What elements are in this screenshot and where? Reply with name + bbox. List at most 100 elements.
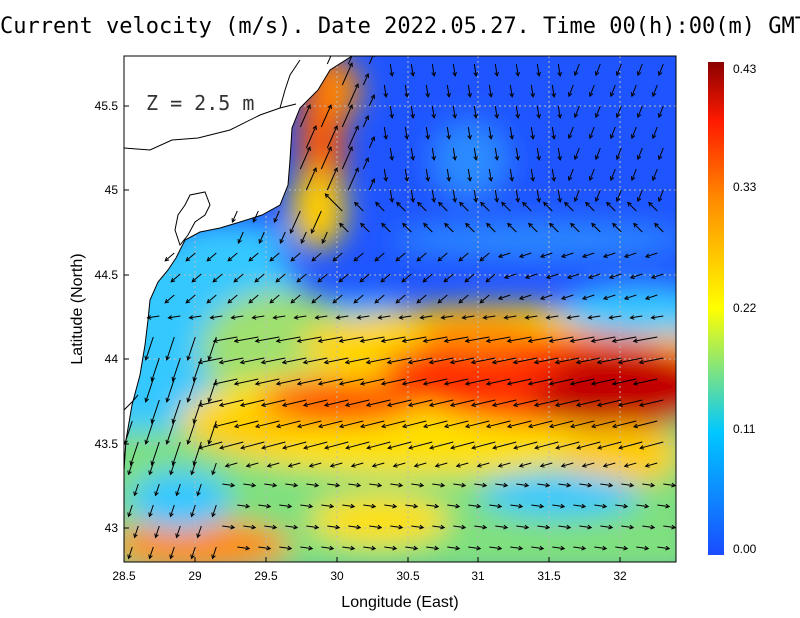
velocity-arrow — [489, 504, 502, 508]
velocity-arrow — [426, 504, 439, 508]
velocity-arrow — [297, 378, 322, 385]
velocity-arrow-head — [408, 445, 414, 450]
velocity-arrow — [528, 378, 553, 385]
velocity-arrow-head — [380, 423, 387, 429]
velocity-arrow — [494, 63, 498, 76]
velocity-arrow — [193, 399, 202, 423]
velocity-arrow-head — [422, 381, 428, 386]
velocity-arrow — [582, 462, 595, 467]
velocity-arrow-head — [536, 155, 541, 161]
velocity-arrow-head — [355, 42, 359, 46]
velocity-arrow — [414, 462, 427, 467]
velocity-arrow — [360, 420, 385, 428]
velocity-arrow — [324, 441, 349, 449]
velocity-arrow — [282, 441, 307, 449]
velocity-arrow — [522, 202, 532, 212]
velocity-arrow-head — [527, 423, 534, 429]
velocity-arrow — [134, 525, 139, 538]
velocity-arrow — [555, 399, 580, 406]
velocity-arrow-head — [302, 359, 308, 365]
velocity-arrow — [557, 147, 561, 160]
velocity-arrow-head — [419, 524, 425, 530]
velocity-arrow — [389, 105, 393, 118]
velocity-arrow-head — [306, 104, 311, 110]
velocity-arrow — [447, 504, 460, 508]
velocity-arrow-head — [636, 197, 642, 203]
velocity-arrow — [636, 546, 649, 550]
velocity-arrow-head — [449, 402, 455, 407]
x-tick-label: 32 — [613, 569, 627, 583]
velocity-arrow — [486, 336, 511, 342]
velocity-arrow — [368, 56, 374, 65]
velocity-arrow — [576, 441, 601, 449]
velocity-arrow-head — [651, 134, 657, 140]
velocity-arrow — [528, 223, 538, 233]
velocity-arrow-head — [175, 491, 180, 497]
velocity-arrow-head — [230, 315, 236, 320]
velocity-arrow-head — [275, 381, 281, 386]
velocity-arrow-head — [608, 524, 614, 530]
velocity-arrow — [402, 336, 427, 342]
velocity-arrow — [402, 223, 412, 233]
velocity-arrow — [474, 483, 487, 487]
velocity-arrow-head — [650, 524, 656, 530]
velocity-arrow-head — [150, 418, 155, 424]
velocity-arrow-head — [377, 482, 383, 488]
velocity-arrow — [531, 546, 544, 550]
velocity-arrow — [374, 294, 385, 304]
velocity-arrow-head — [370, 136, 375, 142]
velocity-arrow — [486, 223, 496, 233]
velocity-arrow — [332, 294, 343, 304]
velocity-arrow-head — [573, 71, 579, 77]
velocity-arrow-head — [198, 445, 204, 450]
velocity-arrow-head — [443, 277, 449, 283]
velocity-arrow — [651, 273, 664, 279]
velocity-arrow — [610, 84, 616, 97]
velocity-arrow-head — [169, 554, 174, 560]
colorbar-tick: 0.33 — [733, 180, 757, 194]
velocity-arrow-head — [594, 197, 600, 203]
velocity-arrow — [494, 105, 498, 118]
velocity-arrow — [429, 357, 454, 364]
velocity-arrow-head — [449, 359, 455, 365]
velocity-arrow — [282, 399, 307, 406]
velocity-arrow-head — [317, 423, 324, 429]
velocity-arrow — [536, 63, 540, 76]
velocity-arrow — [624, 252, 637, 258]
velocity-arrow-head — [212, 423, 219, 429]
velocity-arrow-head — [404, 134, 409, 140]
velocity-arrow — [360, 336, 385, 342]
velocity-arrow-head — [617, 402, 623, 407]
velocity-arrow-head — [650, 315, 656, 320]
velocity-arrow — [546, 315, 559, 319]
velocity-arrow — [465, 378, 490, 385]
velocity-arrow — [297, 336, 322, 342]
velocity-arrow-head — [392, 503, 398, 509]
velocity-arrow-head — [425, 176, 430, 182]
velocity-arrow — [255, 336, 280, 342]
velocity-arrow — [145, 420, 154, 444]
velocity-arrow — [372, 462, 385, 467]
velocity-arrow-head — [272, 482, 278, 488]
velocity-arrow-head — [545, 524, 551, 530]
velocity-arrow — [254, 273, 265, 283]
velocity-arrow-head — [632, 381, 638, 386]
velocity-arrow — [279, 231, 286, 244]
velocity-arrow-head — [127, 512, 132, 518]
velocity-arrow-head — [371, 463, 377, 468]
velocity-arrow-head — [296, 277, 302, 283]
velocity-arrow — [387, 357, 412, 364]
velocity-arrow-head — [396, 201, 401, 207]
velocity-arrow — [341, 104, 353, 128]
velocity-arrow — [149, 462, 154, 475]
velocity-arrow — [465, 336, 490, 342]
velocity-arrow — [621, 483, 634, 487]
velocity-arrow — [531, 504, 544, 508]
velocity-arrow — [510, 546, 523, 550]
velocity-arrow — [300, 546, 313, 550]
velocity-arrow — [574, 147, 580, 160]
velocity-arrow — [530, 168, 534, 181]
velocity-arrow — [189, 315, 202, 319]
velocity-arrow-head — [314, 315, 320, 320]
velocity-arrow-head — [611, 338, 617, 343]
